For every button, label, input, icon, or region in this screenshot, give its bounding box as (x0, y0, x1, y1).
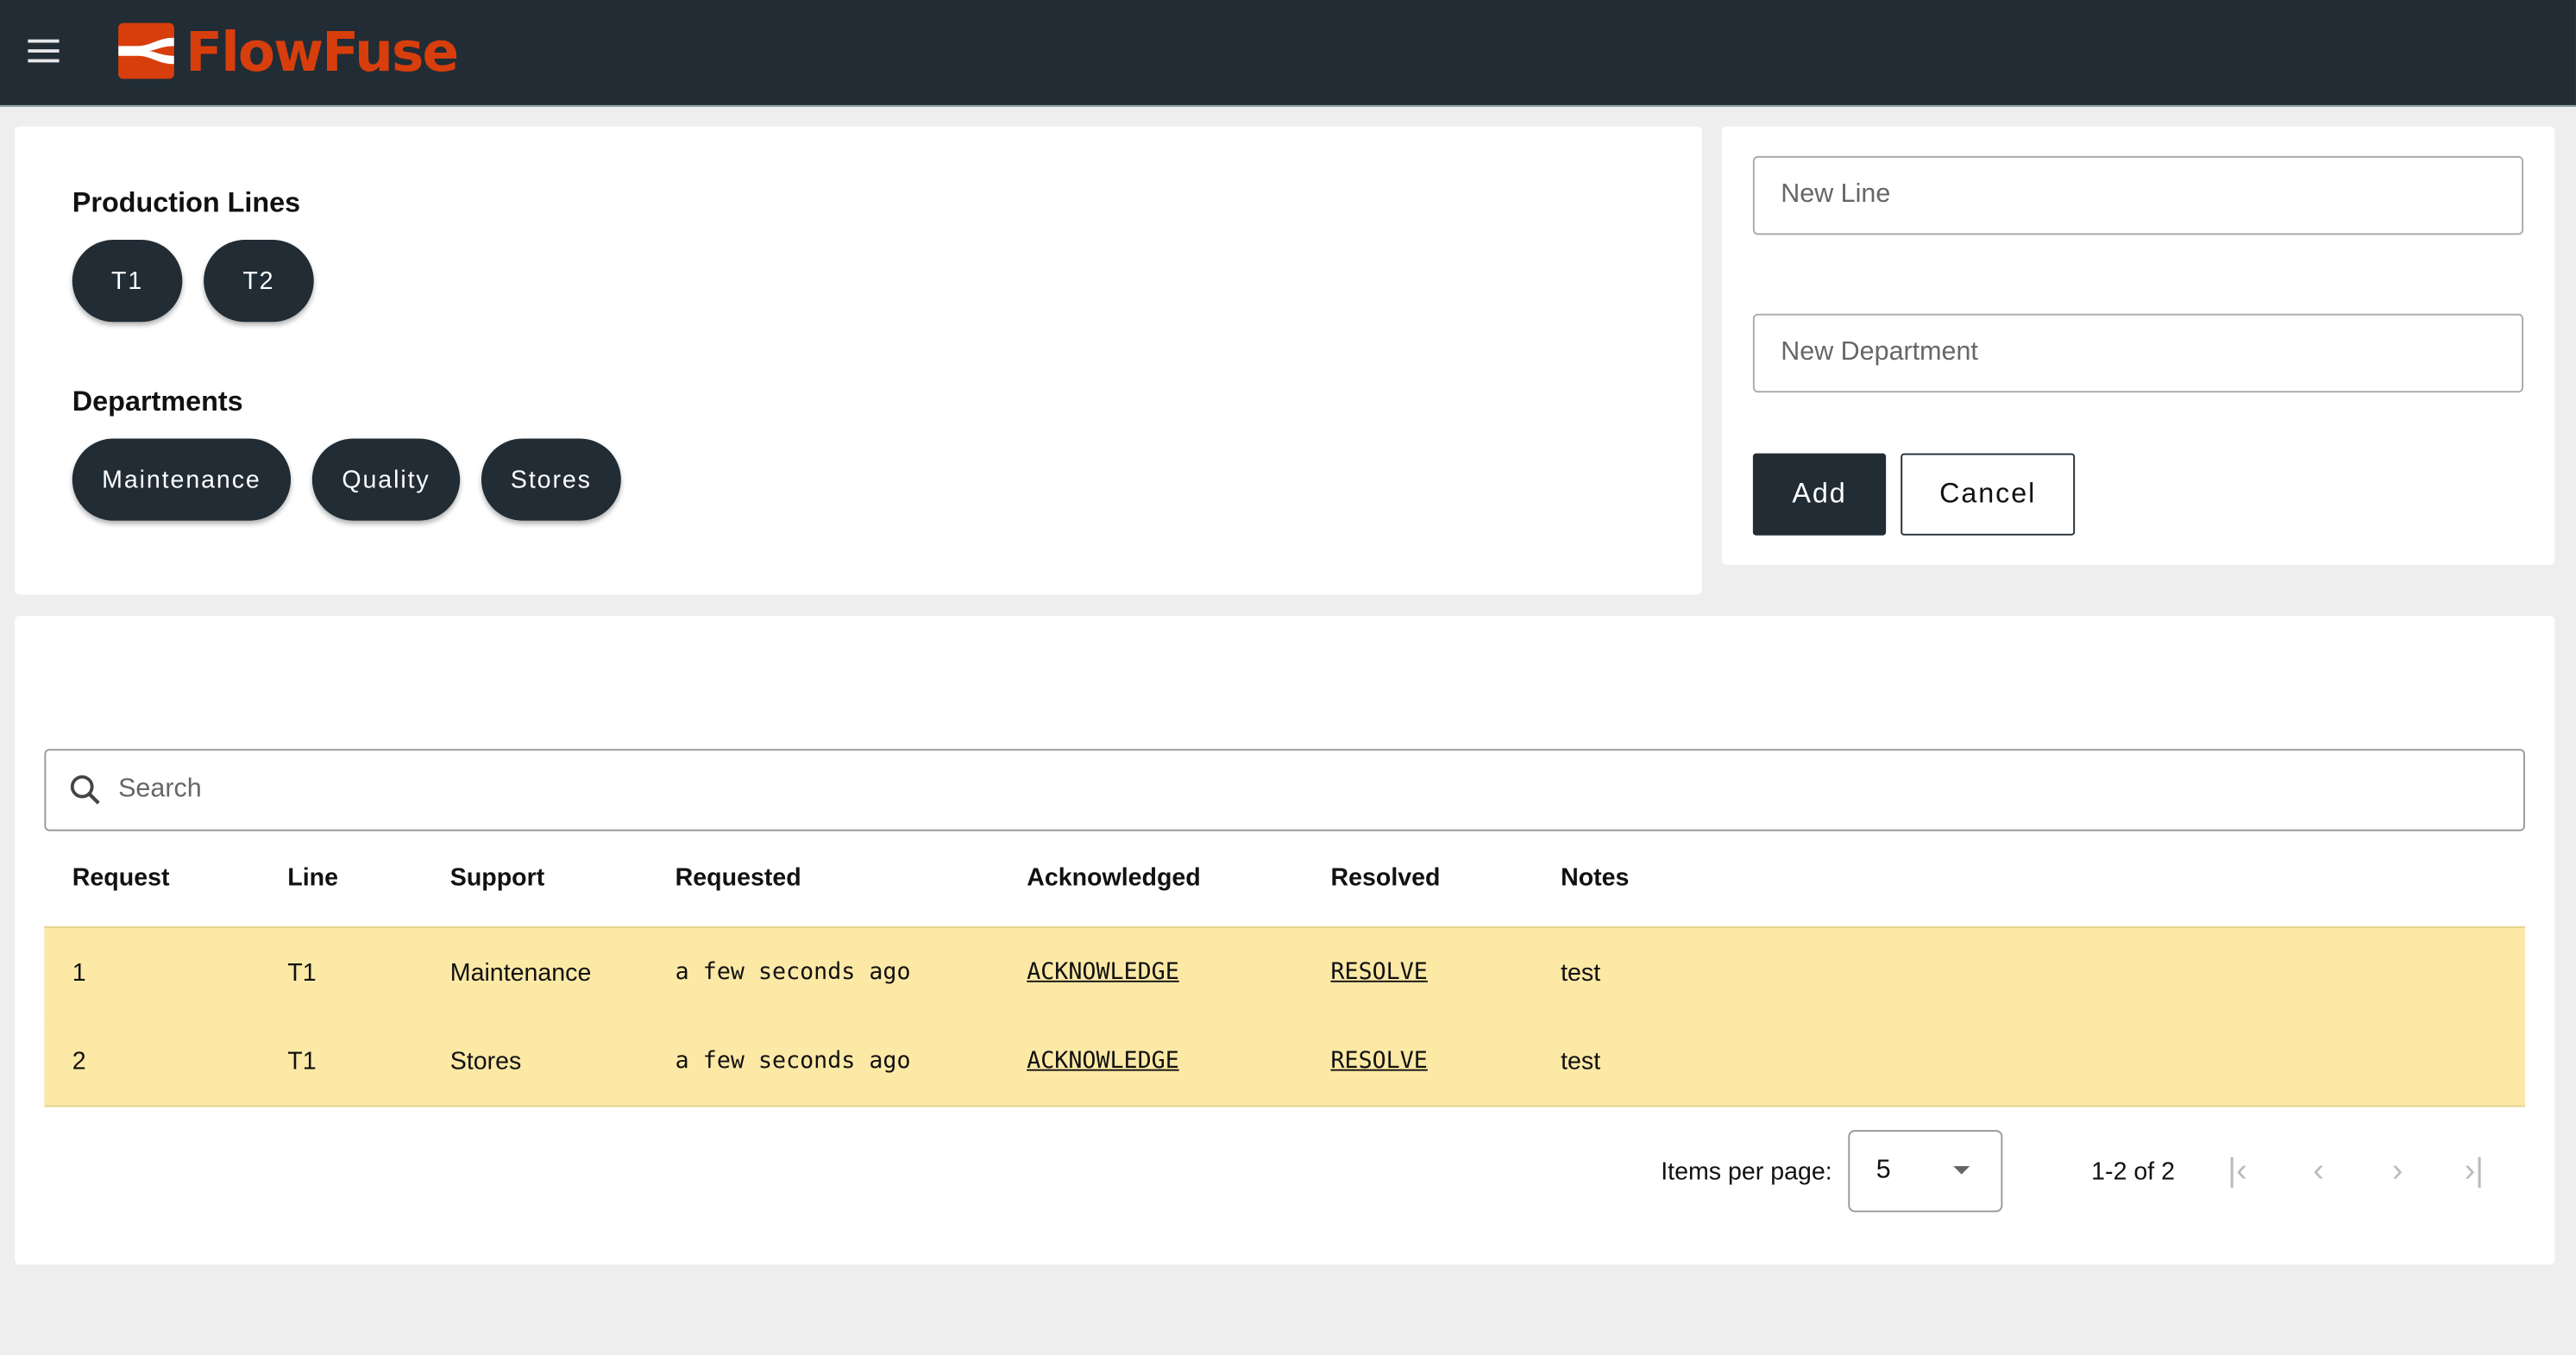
departments-title: Departments (72, 386, 243, 417)
department-chip-stores[interactable]: Stores (481, 438, 621, 521)
column-line[interactable]: Line (287, 863, 338, 893)
table-row: 1 T1 Maintenance a few seconds ago ACKNO… (44, 926, 2525, 1019)
hamburger-icon[interactable] (28, 39, 60, 63)
next-page-icon[interactable]: › (2391, 1152, 2403, 1189)
cell-support: Maintenance (449, 959, 592, 988)
cell-request: 1 (72, 959, 86, 988)
first-page-icon[interactable]: |‹ (2227, 1152, 2247, 1189)
items-per-page-value: 5 (1875, 1156, 1891, 1185)
new-line-input[interactable]: New Line (1752, 155, 2524, 235)
cell-requested: a few seconds ago (675, 959, 911, 986)
app-header: FlowFuse (0, 0, 2576, 107)
cell-notes: test (1561, 1047, 1601, 1076)
column-resolved[interactable]: Resolved (1330, 863, 1441, 893)
cell-support: Stores (449, 1047, 522, 1076)
column-requested[interactable]: Requested (675, 863, 801, 893)
add-button[interactable]: Add (1752, 453, 1887, 536)
page-range: 1-2 of 2 (2091, 1157, 2176, 1186)
column-support[interactable]: Support (449, 863, 545, 893)
cell-requested: a few seconds ago (675, 1047, 911, 1075)
cell-notes: test (1561, 959, 1601, 988)
column-notes[interactable]: Notes (1561, 863, 1630, 893)
items-per-page-select[interactable]: 5 (1848, 1130, 2003, 1213)
cancel-button[interactable]: Cancel (1901, 453, 2076, 536)
department-chip-maintenance[interactable]: Maintenance (72, 438, 292, 521)
last-page-icon[interactable]: ›| (2464, 1152, 2485, 1189)
line-chip-t1[interactable]: T1 (72, 240, 183, 323)
resolve-link[interactable]: RESOLVE (1330, 1047, 1428, 1075)
department-chip-quality[interactable]: Quality (311, 438, 461, 521)
search-placeholder: Search (118, 775, 202, 804)
items-per-page-label: Items per page: (1661, 1157, 1832, 1186)
cell-request: 2 (72, 1047, 86, 1076)
acknowledge-link[interactable]: ACKNOWLEDGE (1027, 1047, 1179, 1075)
lists-card: Production Lines T1 T2 Departments Maint… (15, 126, 1702, 595)
table-row: 2 T1 Stores a few seconds ago ACKNOWLEDG… (44, 1016, 2525, 1107)
previous-page-icon[interactable]: ‹ (2313, 1152, 2324, 1189)
column-acknowledged[interactable]: Acknowledged (1027, 863, 1201, 893)
production-lines-title: Production Lines (72, 187, 301, 219)
cell-line: T1 (287, 1047, 317, 1076)
search-icon (70, 775, 100, 805)
resolve-link[interactable]: RESOLVE (1330, 959, 1428, 986)
dropdown-arrow-icon (1953, 1166, 1970, 1175)
column-request[interactable]: Request (72, 863, 170, 893)
flowfuse-logo-icon (118, 22, 174, 79)
line-chip-t2[interactable]: T2 (204, 240, 314, 323)
acknowledge-link[interactable]: ACKNOWLEDGE (1027, 959, 1179, 986)
new-department-input[interactable]: New Department (1752, 313, 2524, 393)
brand-name: FlowFuse (185, 19, 459, 85)
search-input[interactable]: Search (44, 749, 2525, 831)
cell-line: T1 (287, 959, 317, 988)
